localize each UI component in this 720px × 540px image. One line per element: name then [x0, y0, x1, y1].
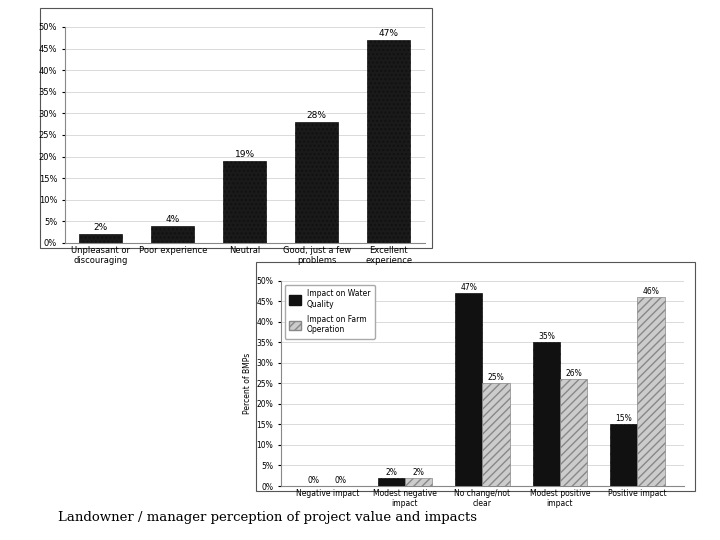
- Bar: [79, 234, 122, 243]
- Bar: [367, 40, 410, 243]
- Bar: [405, 478, 432, 486]
- Text: 35%: 35%: [538, 332, 555, 341]
- Text: 4%: 4%: [166, 214, 180, 224]
- Text: 25%: 25%: [487, 373, 504, 382]
- Bar: [560, 379, 587, 486]
- Text: 46%: 46%: [643, 287, 660, 296]
- Text: 2%: 2%: [94, 223, 108, 232]
- Bar: [455, 293, 482, 486]
- Bar: [533, 342, 560, 486]
- Text: 15%: 15%: [616, 414, 632, 423]
- Text: 26%: 26%: [565, 369, 582, 378]
- Text: 28%: 28%: [307, 111, 327, 120]
- Text: Landowner / manager perception of project value and impacts: Landowner / manager perception of projec…: [58, 511, 477, 524]
- Text: 0%: 0%: [335, 476, 347, 485]
- Legend: Impact on Water
Quality, Impact on Farm
Operation: Impact on Water Quality, Impact on Farm …: [284, 285, 375, 339]
- Text: 47%: 47%: [379, 29, 399, 38]
- Bar: [611, 424, 637, 486]
- Bar: [295, 122, 338, 243]
- Text: 2%: 2%: [413, 468, 424, 477]
- Text: 19%: 19%: [235, 150, 255, 159]
- Bar: [482, 383, 510, 486]
- Text: 47%: 47%: [460, 283, 477, 292]
- Bar: [378, 478, 405, 486]
- Text: 2%: 2%: [385, 468, 397, 477]
- Text: 0%: 0%: [307, 476, 320, 485]
- Bar: [151, 226, 194, 243]
- Y-axis label: Percent of BMPs: Percent of BMPs: [243, 353, 252, 414]
- Bar: [223, 161, 266, 243]
- Bar: [637, 297, 665, 486]
